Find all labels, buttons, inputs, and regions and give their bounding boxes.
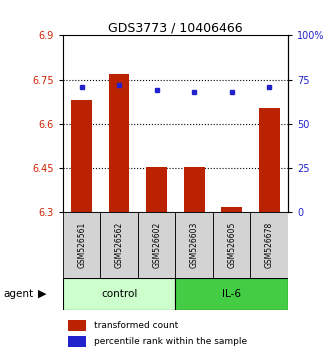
Bar <box>109 74 129 212</box>
Bar <box>63 212 100 278</box>
Text: control: control <box>101 289 137 299</box>
Text: GSM526678: GSM526678 <box>265 222 274 268</box>
Text: GSM526562: GSM526562 <box>115 222 124 268</box>
Bar <box>259 108 279 212</box>
Bar <box>146 167 167 212</box>
Text: GSM526603: GSM526603 <box>190 222 199 268</box>
Bar <box>251 212 288 278</box>
Bar <box>71 100 92 212</box>
Text: agent: agent <box>3 289 33 299</box>
Bar <box>68 320 86 331</box>
Text: transformed count: transformed count <box>94 321 178 330</box>
Title: GDS3773 / 10406466: GDS3773 / 10406466 <box>108 21 243 34</box>
Text: ▶: ▶ <box>38 289 47 299</box>
Bar <box>68 336 86 347</box>
Bar <box>213 212 251 278</box>
Bar <box>175 278 288 310</box>
Bar <box>63 278 175 310</box>
Bar <box>175 212 213 278</box>
Text: percentile rank within the sample: percentile rank within the sample <box>94 337 247 346</box>
Bar <box>100 212 138 278</box>
Text: GSM526602: GSM526602 <box>152 222 161 268</box>
Text: GSM526605: GSM526605 <box>227 222 236 268</box>
Text: IL-6: IL-6 <box>222 289 241 299</box>
Bar <box>221 206 242 212</box>
Bar <box>138 212 175 278</box>
Bar <box>184 167 205 212</box>
Text: GSM526561: GSM526561 <box>77 222 86 268</box>
